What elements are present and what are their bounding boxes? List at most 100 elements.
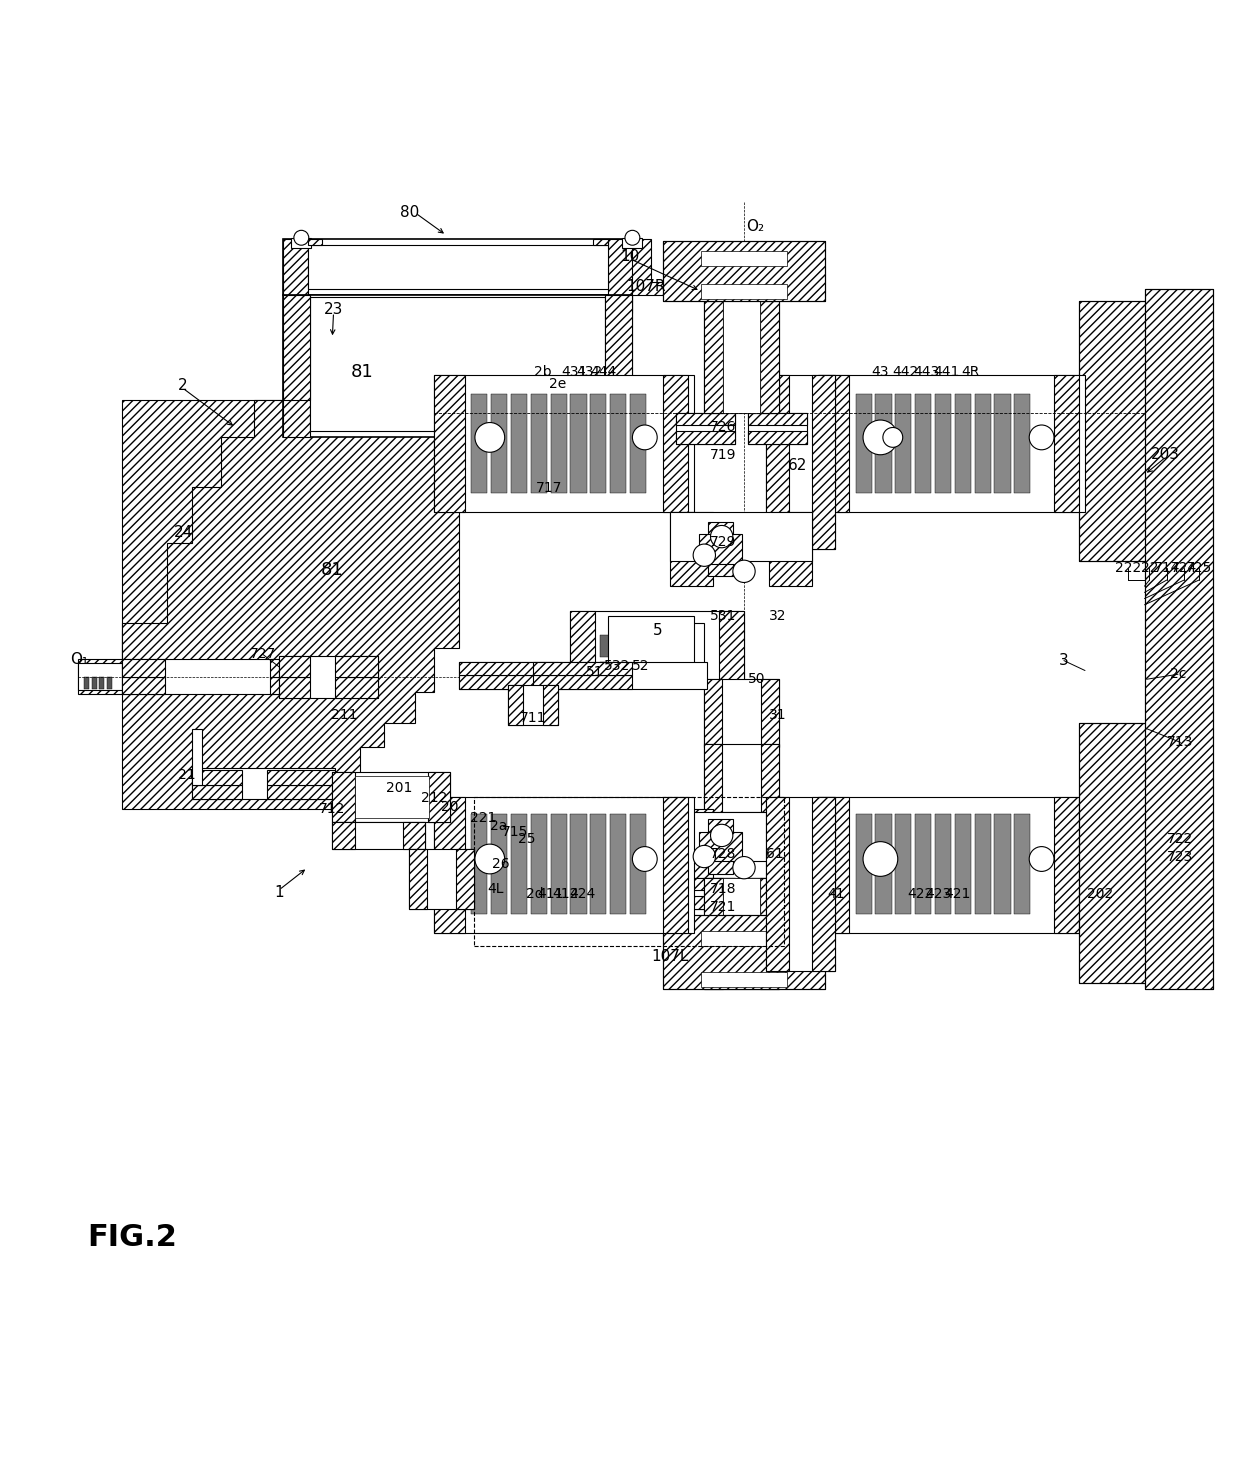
Text: 20: 20 [441, 800, 459, 814]
Bar [812, 375, 835, 548]
Bar [760, 878, 779, 989]
Bar [600, 635, 610, 657]
Text: 717: 717 [536, 481, 563, 495]
Text: 724: 724 [1171, 560, 1198, 575]
Text: 4R: 4R [962, 365, 980, 379]
Bar [99, 676, 104, 689]
Circle shape [693, 845, 715, 867]
Bar [474, 797, 784, 945]
Bar [748, 431, 807, 444]
Bar [856, 814, 872, 913]
Circle shape [625, 231, 640, 245]
Bar [508, 685, 523, 725]
Text: 203: 203 [1151, 447, 1180, 462]
Bar [570, 612, 595, 685]
Text: 711: 711 [520, 710, 547, 725]
Bar [723, 878, 760, 989]
Text: 31: 31 [769, 709, 786, 722]
Bar [701, 251, 787, 266]
Text: 2d: 2d [526, 886, 543, 901]
Bar [122, 660, 332, 694]
Circle shape [475, 844, 505, 873]
Bar [434, 797, 694, 933]
Bar [605, 295, 632, 400]
Text: 531: 531 [709, 609, 737, 623]
Text: 23: 23 [324, 303, 343, 318]
Text: 26: 26 [492, 857, 510, 870]
Text: 441: 441 [932, 365, 960, 379]
Text: 443: 443 [913, 365, 940, 379]
Text: 728: 728 [709, 847, 737, 861]
Circle shape [1029, 847, 1054, 872]
Bar [682, 662, 692, 684]
Text: 41: 41 [827, 886, 844, 901]
Bar [769, 810, 812, 883]
Bar [192, 769, 335, 800]
Bar [955, 394, 971, 494]
Bar [655, 635, 665, 657]
Bar [310, 297, 605, 431]
Bar [975, 814, 991, 913]
Bar [491, 394, 507, 494]
Bar [551, 394, 567, 494]
Circle shape [883, 428, 903, 447]
Circle shape [294, 231, 309, 245]
Text: 51: 51 [587, 664, 604, 679]
Text: 107R: 107R [626, 279, 666, 294]
Bar [267, 770, 335, 785]
Bar [192, 770, 242, 785]
Text: 723: 723 [1167, 850, 1194, 863]
Text: O₁: O₁ [71, 651, 88, 667]
Bar [570, 394, 587, 494]
Bar [994, 394, 1011, 494]
Text: 52: 52 [632, 659, 650, 673]
Bar [279, 676, 310, 698]
Bar [78, 660, 122, 694]
Bar [332, 822, 425, 850]
Text: 2b: 2b [534, 365, 552, 379]
Bar [704, 679, 779, 747]
Text: 432: 432 [575, 365, 603, 379]
Text: 32: 32 [769, 609, 786, 623]
Bar [670, 811, 812, 861]
Circle shape [1029, 425, 1054, 450]
Bar [915, 394, 931, 494]
Bar [630, 814, 646, 913]
Bar [670, 512, 713, 587]
Bar [668, 662, 678, 684]
Bar [283, 240, 632, 295]
Bar [608, 616, 694, 676]
Bar [283, 295, 310, 400]
Circle shape [632, 847, 657, 872]
Bar [766, 797, 835, 970]
Text: FIG.2: FIG.2 [87, 1223, 176, 1251]
Text: 2a: 2a [490, 819, 507, 832]
Text: 442: 442 [892, 365, 919, 379]
Bar [630, 394, 646, 494]
Bar [704, 744, 722, 811]
Bar [192, 729, 202, 785]
Bar [676, 878, 735, 889]
Bar [761, 744, 779, 811]
Bar [748, 878, 807, 908]
Bar [655, 662, 665, 684]
Text: 725: 725 [1185, 560, 1213, 575]
Bar [676, 431, 735, 444]
Text: 61: 61 [766, 847, 784, 861]
Text: 444: 444 [590, 365, 618, 379]
Bar [670, 810, 713, 883]
Bar [332, 822, 355, 850]
Bar [641, 662, 651, 684]
Bar [614, 662, 624, 684]
Bar [704, 679, 722, 747]
Bar [818, 375, 849, 512]
Text: 713: 713 [1167, 735, 1194, 750]
Text: 222: 222 [1115, 560, 1142, 575]
Bar [704, 301, 779, 413]
Bar [704, 878, 779, 989]
Bar [434, 375, 465, 512]
Bar [1145, 288, 1213, 989]
Bar [610, 394, 626, 494]
Bar [570, 612, 744, 685]
Bar [434, 797, 465, 933]
